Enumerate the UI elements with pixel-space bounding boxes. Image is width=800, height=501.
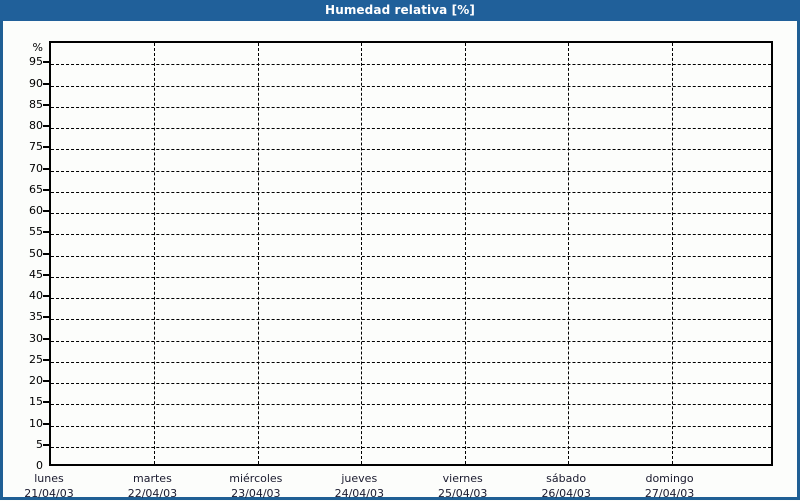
gridline-vertical: [568, 43, 569, 464]
y-axis-tick-label: 30: [29, 331, 43, 345]
y-axis-tick-mark: [43, 210, 49, 212]
x-axis-tick-label: viernes 25/04/03: [393, 471, 533, 501]
x-axis-tick-label: jueves 24/04/03: [289, 471, 429, 501]
gridline-horizontal: [51, 361, 771, 363]
gridline-horizontal: [51, 64, 771, 66]
x-axis-tick-day: viernes: [442, 472, 483, 485]
x-axis-tick-day: jueves: [341, 472, 378, 485]
gridline-horizontal: [51, 276, 771, 278]
gridline-vertical: [258, 43, 259, 464]
x-axis-tick-date: 22/04/03: [127, 487, 178, 500]
x-axis-tick-day: lunes: [34, 472, 64, 485]
y-axis-tick-label: 65: [29, 182, 43, 196]
gridline-horizontal: [51, 85, 771, 87]
y-axis-tick-label: 70: [29, 161, 43, 175]
gridline-horizontal: [51, 191, 771, 193]
y-axis-tick-label: 40: [29, 289, 43, 302]
y-axis-tick-mark: [43, 252, 49, 255]
y-axis-tick-label: 75: [29, 140, 43, 154]
y-axis-tick-label: 95: [29, 55, 43, 69]
y-axis-tick-label: 25: [29, 352, 43, 366]
plot-area: [49, 41, 773, 466]
y-axis-tick-mark: [43, 167, 49, 170]
x-axis-tick-date: 24/04/03: [334, 487, 384, 500]
y-axis-tick-label: 45: [29, 267, 43, 281]
y-axis-unit-label: %: [32, 41, 43, 55]
gridline-horizontal: [51, 149, 771, 151]
x-axis-tick-label: lunes 21/04/03: [0, 471, 119, 501]
gridline-vertical: [465, 43, 466, 464]
y-axis-tick-mark: [43, 358, 49, 361]
gridline-horizontal: [51, 128, 771, 129]
y-axis-tick-mark: [43, 82, 49, 85]
y-axis-tick-mark: [43, 61, 49, 64]
x-axis-tick-date: 25/04/03: [438, 487, 488, 500]
chart-canvas: % 0 5 10 15 20 25 30 35 40 45 50 55 60 65 70 75 80 85 90 95…: [3, 21, 797, 500]
gridline-horizontal: [51, 446, 771, 448]
y-axis-tick-mark: [43, 422, 49, 425]
y-axis-tick-label: 0: [36, 459, 43, 472]
y-axis-tick-label: 50: [29, 246, 43, 260]
y-axis-tick-mark: [43, 231, 49, 234]
x-axis-tick-label: martes 22/04/03: [82, 471, 222, 501]
x-axis-tick-label: miércoles 23/04/03: [186, 471, 326, 501]
x-axis-tick-label: sábado 26/04/03: [496, 471, 636, 501]
gridline-horizontal: [51, 255, 771, 257]
x-axis-tick-date: 21/04/03: [24, 487, 74, 500]
x-axis-tick-day: sábado: [546, 472, 587, 485]
gridline-horizontal: [51, 106, 771, 108]
y-axis-tick-label: 80: [29, 119, 43, 132]
y-axis-tick-mark: [43, 188, 49, 191]
y-axis-tick-mark: [43, 401, 49, 404]
gridline-horizontal: [51, 425, 771, 427]
gridline-horizontal: [51, 234, 771, 236]
y-axis-tick-label: 15: [29, 395, 43, 409]
y-axis-tick-mark: [43, 125, 49, 127]
y-axis-tick-label: 60: [29, 204, 43, 217]
x-axis-tick-day: domingo: [645, 472, 694, 485]
x-axis-tick-date: 23/04/03: [231, 487, 281, 500]
y-axis-tick-mark: [43, 146, 49, 149]
y-axis-tick-mark: [43, 443, 49, 446]
x-axis-tick-date: 27/04/03: [644, 487, 695, 500]
x-axis-tick-label: domingo 27/04/03: [600, 471, 740, 501]
page-title: Humedad relativa [%]: [325, 3, 475, 17]
window-title-bar: Humedad relativa [%]: [0, 0, 800, 21]
x-axis-tick-date: 26/04/03: [541, 487, 591, 500]
gridline-horizontal: [51, 340, 771, 342]
gridline-horizontal: [51, 213, 771, 214]
y-axis-tick-mark: [43, 380, 49, 382]
y-axis-tick-label: 55: [29, 225, 43, 239]
y-axis-tick-label: 20: [29, 374, 43, 387]
gridline-vertical: [672, 43, 673, 464]
gridline-horizontal: [51, 404, 771, 406]
gridline-horizontal: [51, 170, 771, 172]
y-axis-tick-label: 90: [29, 76, 43, 90]
y-axis-tick-label: 85: [29, 97, 43, 111]
gridline-horizontal: [51, 298, 771, 299]
y-axis-tick-mark: [43, 337, 49, 340]
y-axis-tick-label: 10: [29, 416, 43, 430]
gridline-horizontal: [51, 319, 771, 321]
gridline-horizontal: [51, 383, 771, 384]
y-axis-tick-label: 5: [36, 437, 43, 451]
y-axis-tick-mark: [43, 295, 49, 297]
y-axis-tick-mark: [43, 273, 49, 276]
gridline-vertical: [361, 43, 362, 464]
y-axis-tick-mark: [43, 316, 49, 319]
y-axis-tick-label: 35: [29, 310, 43, 324]
x-axis-tick-day: miércoles: [229, 472, 283, 485]
x-axis-tick-day: martes: [133, 472, 172, 485]
y-axis-tick-mark: [43, 103, 49, 106]
gridline-vertical: [154, 43, 155, 464]
